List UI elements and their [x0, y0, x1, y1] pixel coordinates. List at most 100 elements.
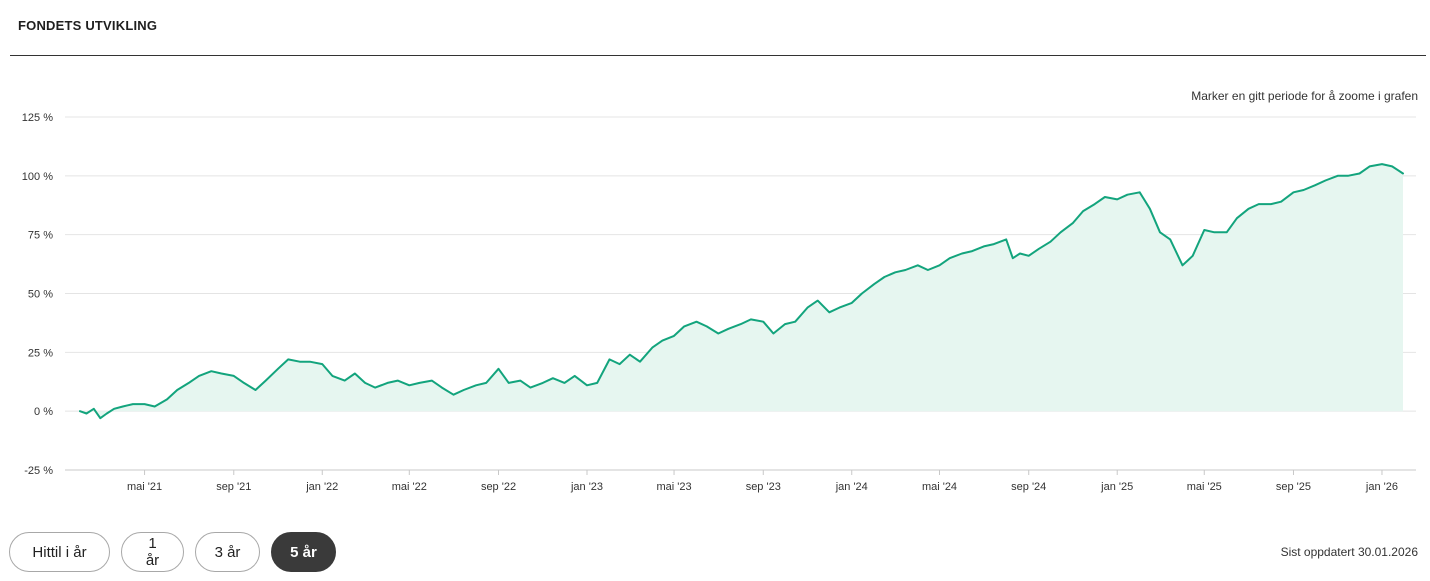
- data-point: [1169, 238, 1171, 240]
- data-point: [1270, 203, 1272, 205]
- last-updated: Sist oppdatert 30.01.2026: [1280, 545, 1418, 559]
- data-point: [321, 363, 323, 365]
- data-point: [904, 269, 907, 271]
- data-point: [608, 358, 611, 360]
- data-point: [828, 311, 830, 313]
- data-point: [1082, 210, 1084, 212]
- period-button-3y[interactable]: 3 år: [195, 532, 260, 572]
- x-tick-label: jan '24: [835, 481, 868, 493]
- data-point: [431, 380, 433, 382]
- x-tick-label: mai '21: [127, 481, 162, 493]
- data-point: [596, 382, 598, 384]
- data-point: [1104, 196, 1106, 198]
- y-axis-labels: -25 % 0 % 25 % 50 % 75 % 100 % 125 %: [22, 112, 53, 477]
- data-point: [661, 340, 664, 342]
- data-point: [1258, 203, 1260, 205]
- data-point: [772, 332, 775, 335]
- data-point: [1192, 255, 1194, 257]
- x-tick-label: jan '26: [1365, 481, 1398, 493]
- x-tick-label: jan '23: [570, 481, 603, 493]
- data-point: [99, 417, 101, 419]
- data-point: [386, 382, 389, 384]
- data-point: [873, 283, 875, 285]
- period-button-ytd[interactable]: Hittil i år: [9, 532, 110, 572]
- data-point: [1324, 179, 1326, 182]
- data-point: [106, 412, 108, 415]
- data-point: [1149, 208, 1151, 210]
- x-tick-label: jan '25: [1100, 481, 1133, 493]
- y-tick-label: 50 %: [28, 289, 53, 301]
- title-divider: [10, 55, 1426, 56]
- zoom-hint: Marker en gitt periode for å zoome i gra…: [1191, 89, 1418, 103]
- data-point: [574, 375, 576, 377]
- data-point: [344, 380, 346, 382]
- data-point: [1139, 191, 1141, 193]
- data-point: [331, 375, 333, 377]
- data-point: [552, 377, 554, 379]
- data-point: [983, 245, 985, 247]
- data-point: [861, 292, 863, 295]
- data-point: [727, 328, 730, 330]
- data-point: [198, 375, 200, 377]
- data-point: [122, 405, 124, 408]
- data-point: [408, 384, 410, 386]
- data-point: [254, 389, 257, 391]
- x-tick-label: sep '21: [216, 481, 251, 493]
- data-point: [1072, 222, 1074, 224]
- data-point: [1402, 172, 1404, 175]
- data-point: [1012, 257, 1014, 259]
- data-point: [1038, 248, 1040, 250]
- area-layer: [79, 163, 1404, 420]
- data-point: [1094, 203, 1096, 205]
- y-tick-label: 75 %: [28, 230, 53, 242]
- data-point: [519, 380, 521, 382]
- data-point: [706, 325, 708, 327]
- period-button-1y[interactable]: 1 år: [121, 532, 184, 572]
- page-title: FONDETS UTVIKLING: [18, 18, 158, 33]
- data-point: [1236, 217, 1238, 219]
- data-point: [1247, 208, 1250, 210]
- data-point: [1159, 231, 1161, 233]
- data-point: [1391, 165, 1393, 167]
- data-point: [287, 358, 289, 360]
- data-point: [176, 389, 178, 391]
- y-tick-label: 25 %: [28, 347, 53, 359]
- data-point: [1314, 184, 1316, 186]
- data-point: [93, 408, 95, 410]
- data-point: [851, 302, 853, 304]
- data-point: [1292, 191, 1295, 193]
- data-point: [794, 321, 796, 323]
- x-tick-label: mai '22: [392, 481, 427, 493]
- x-tick-label: mai '25: [1187, 481, 1222, 493]
- data-point: [938, 264, 941, 266]
- data-point: [740, 323, 742, 325]
- data-point: [673, 335, 675, 337]
- data-point: [475, 384, 477, 386]
- x-tick-label: sep '22: [481, 481, 516, 493]
- x-tick-label: mai '23: [656, 481, 691, 493]
- x-tick-label: mai '24: [922, 481, 957, 493]
- data-point: [154, 405, 156, 408]
- data-point: [695, 321, 698, 323]
- data-point: [894, 271, 896, 273]
- data-point: [1005, 238, 1007, 240]
- data-point: [1187, 260, 1189, 262]
- period-button-5y[interactable]: 5 år: [271, 532, 336, 572]
- data-point: [1049, 241, 1052, 243]
- data-point: [542, 382, 544, 384]
- data-point: [971, 250, 973, 252]
- data-point: [1181, 264, 1184, 266]
- data-point: [397, 380, 399, 382]
- data-point: [1213, 231, 1215, 233]
- data-point: [1337, 175, 1339, 177]
- data-point: [683, 325, 685, 327]
- data-point: [485, 382, 487, 384]
- y-tick-label: 100 %: [22, 171, 53, 183]
- data-point: [113, 408, 115, 410]
- data-point: [717, 332, 719, 335]
- performance-chart[interactable]: -25 % 0 % 25 % 50 % 75 % 100 % 125 % mai '21 se…: [0, 0, 1430, 520]
- data-point: [1019, 252, 1021, 255]
- data-point: [1226, 231, 1228, 233]
- data-point: [563, 382, 566, 384]
- data-point: [927, 269, 929, 271]
